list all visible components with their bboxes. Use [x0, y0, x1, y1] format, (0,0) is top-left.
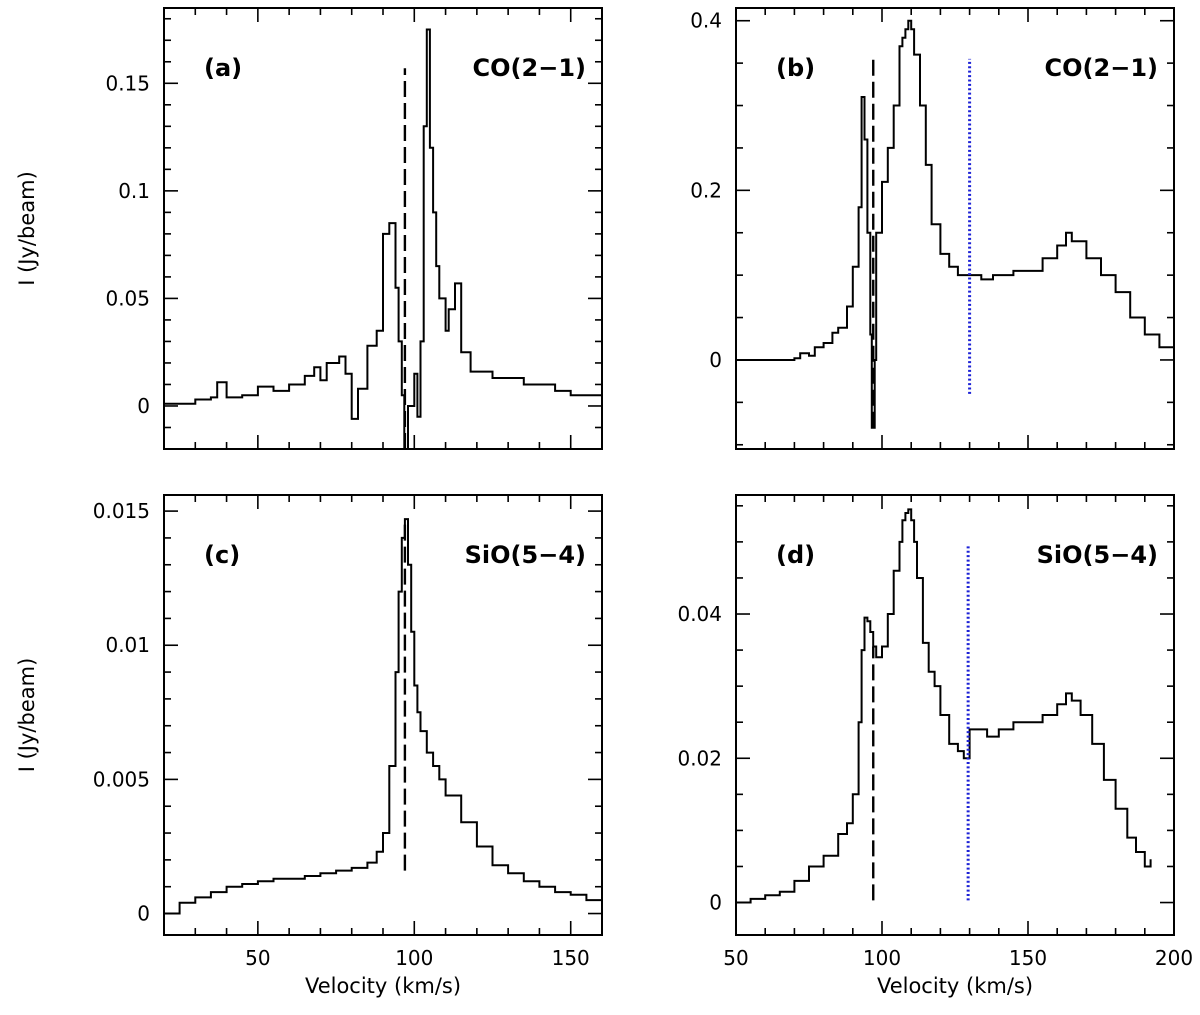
- y-tick-label: 0: [137, 394, 150, 418]
- panel-label: (d): [776, 541, 815, 569]
- x-tick-label: 150: [1009, 946, 1047, 970]
- line-label: CO(2−1): [1045, 54, 1158, 82]
- y-tick-label: 0.15: [105, 71, 150, 95]
- x-axis-label: Velocity (km/s): [305, 974, 461, 998]
- y-tick-label: 0.05: [105, 286, 150, 310]
- y-tick-label: 0.01: [105, 633, 150, 657]
- y-tick-label: 0.2: [690, 178, 722, 202]
- spectrum-line: [164, 28, 602, 449]
- panel-a: 0 0.05 0.1 0.15 (a) CO(2−1) I (Jy/beam): [15, 7, 603, 450]
- line-label: SiO(5−4): [465, 541, 586, 569]
- x-tick-label: 150: [552, 946, 590, 970]
- y-tick-label: 0: [709, 891, 722, 915]
- line-label: CO(2−1): [473, 54, 586, 82]
- x-tick-label: 50: [245, 946, 270, 970]
- panel-d: 0 0.02 0.04 50 100 150 200 (d) SiO(5−4) Velocity …: [677, 494, 1193, 998]
- x-tick-label: 100: [863, 946, 901, 970]
- y-tick-label: 0.04: [677, 602, 722, 626]
- panel-label: (b): [776, 54, 815, 82]
- spectrum-line: [164, 518, 602, 915]
- panel-b: 0 0.2 0.4 (b) CO(2−1): [690, 7, 1175, 450]
- x-tick-label: 200: [1155, 946, 1193, 970]
- panel-label: (c): [204, 541, 240, 569]
- y-tick-label: 0.005: [93, 767, 150, 791]
- line-label: SiO(5−4): [1037, 541, 1158, 569]
- y-tick-label: 0.1: [118, 179, 150, 203]
- panel-label: (a): [204, 54, 242, 82]
- panel-c: 0 0.005 0.01 0.015 50 100 150 (c) SiO(5−4) I (Jy/…: [15, 494, 603, 998]
- y-axis-label: I (Jy/beam): [15, 658, 39, 773]
- y-tick-label: 0.4: [690, 9, 722, 33]
- y-tick-label: 0.02: [677, 746, 722, 770]
- y-tick-label: 0: [709, 348, 722, 372]
- spectrum-line: [736, 508, 1152, 904]
- y-tick-label: 0.015: [93, 499, 150, 523]
- x-tick-label: 100: [395, 946, 433, 970]
- x-tick-label: 50: [723, 946, 748, 970]
- y-axis-label: I (Jy/beam): [15, 171, 39, 286]
- plot-frame: [735, 7, 1175, 450]
- x-axis-label: Velocity (km/s): [877, 974, 1033, 998]
- plot-frame: [735, 494, 1175, 936]
- spectrum-line: [736, 19, 1174, 429]
- y-tick-label: 0: [137, 902, 150, 926]
- panels: 0 0.05 0.1 0.15 (a) CO(2−1) I (Jy/beam) 0 0.2 0.4…: [15, 7, 1193, 998]
